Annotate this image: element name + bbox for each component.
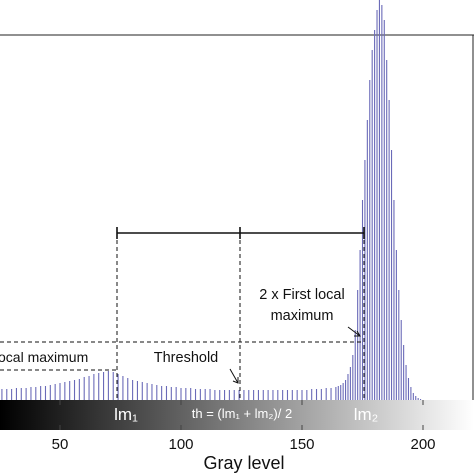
annotation-guides — [0, 227, 365, 400]
lm2-label: lm₂ — [354, 405, 379, 424]
x-axis-ticks — [59, 400, 424, 430]
gray-level-gradient-bar — [0, 400, 474, 430]
double-max-label-line1: 2 x First local — [259, 287, 344, 303]
threshold-arrowhead — [232, 377, 239, 384]
double-max-arrowhead — [354, 330, 361, 337]
x-tick-label: 100 — [168, 436, 193, 453]
x-tick-label: 150 — [289, 436, 314, 453]
formula-label: th = (lm₁ + lm₂)/ 2 — [192, 406, 292, 421]
local-max-label: ocal maximum — [0, 349, 88, 365]
x-tick-label: 50 — [52, 436, 69, 453]
lm1-label: lm₁ — [114, 405, 138, 424]
x-tick-label: 200 — [410, 436, 435, 453]
x-axis-title: Gray level — [203, 453, 284, 473]
double-max-arrow — [347, 326, 361, 337]
double-max-label-line2: maximum — [271, 308, 334, 324]
threshold-arrow — [229, 368, 239, 384]
histogram-bars — [1, 0, 422, 400]
threshold-label: Threshold — [154, 350, 218, 366]
